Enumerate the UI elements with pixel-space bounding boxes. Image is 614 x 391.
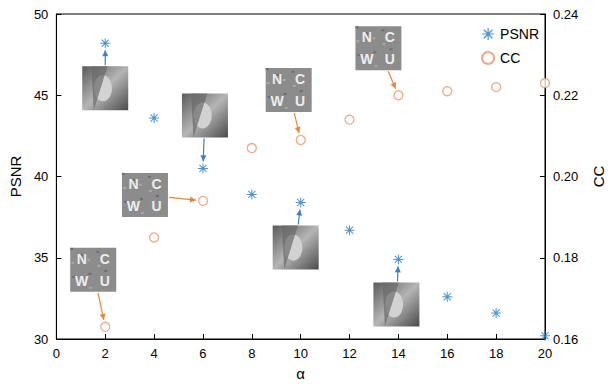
svg-text:20: 20 bbox=[538, 346, 552, 361]
svg-text:0.18: 0.18 bbox=[553, 250, 578, 265]
svg-text:35: 35 bbox=[34, 250, 48, 265]
svg-text:C: C bbox=[295, 71, 305, 87]
svg-text:45: 45 bbox=[34, 88, 48, 103]
svg-text:PSNR: PSNR bbox=[7, 156, 24, 198]
svg-text:W: W bbox=[127, 198, 141, 214]
svg-text:U: U bbox=[100, 273, 110, 289]
svg-text:0.22: 0.22 bbox=[553, 88, 578, 103]
svg-text:C: C bbox=[385, 29, 395, 45]
svg-text:6: 6 bbox=[199, 346, 206, 361]
svg-text:0.20: 0.20 bbox=[553, 169, 578, 184]
svg-text:N: N bbox=[128, 176, 138, 192]
svg-text:14: 14 bbox=[391, 346, 405, 361]
svg-text:N: N bbox=[362, 29, 372, 45]
svg-text:U: U bbox=[295, 93, 305, 109]
svg-text:C: C bbox=[100, 251, 110, 267]
svg-text:N: N bbox=[272, 71, 282, 87]
svg-text:N: N bbox=[77, 251, 87, 267]
svg-text:0.24: 0.24 bbox=[553, 7, 578, 22]
svg-text:C: C bbox=[151, 176, 161, 192]
svg-text:2: 2 bbox=[102, 346, 109, 361]
svg-text:W: W bbox=[271, 93, 285, 109]
svg-text:18: 18 bbox=[489, 346, 503, 361]
svg-text:40: 40 bbox=[34, 169, 48, 184]
svg-text:α: α bbox=[296, 365, 305, 382]
svg-text:8: 8 bbox=[248, 346, 255, 361]
svg-text:W: W bbox=[360, 51, 374, 67]
svg-text:50: 50 bbox=[34, 7, 48, 22]
svg-text:W: W bbox=[75, 273, 89, 289]
svg-text:10: 10 bbox=[293, 346, 307, 361]
svg-text:PSNR: PSNR bbox=[500, 26, 539, 42]
svg-text:30: 30 bbox=[34, 332, 48, 347]
svg-text:U: U bbox=[385, 51, 395, 67]
svg-text:0: 0 bbox=[53, 346, 60, 361]
svg-text:0.16: 0.16 bbox=[553, 332, 578, 347]
svg-text:12: 12 bbox=[342, 346, 356, 361]
svg-text:CC: CC bbox=[500, 50, 520, 66]
svg-text:4: 4 bbox=[150, 346, 157, 361]
svg-text:16: 16 bbox=[440, 346, 454, 361]
svg-text:U: U bbox=[151, 198, 161, 214]
svg-text:CC: CC bbox=[590, 166, 607, 188]
